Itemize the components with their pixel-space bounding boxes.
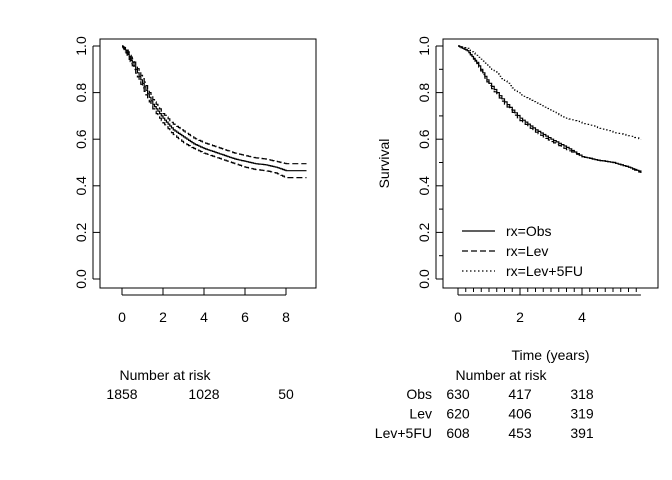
risk-table-count: 318 [570, 386, 594, 402]
risk-table-title: Number at risk [119, 367, 211, 383]
x-tick-label: 2 [516, 309, 524, 325]
y-tick-label: 0.6 [73, 129, 89, 149]
risk-table-count: 630 [446, 386, 470, 402]
risk-table-count: 1028 [188, 386, 219, 402]
survival-curve-3 [122, 45, 307, 179]
y-tick-label: 0.8 [416, 83, 432, 103]
risk-table-count: 406 [508, 406, 532, 422]
plot-frame [99, 38, 317, 289]
survival-curve-rx-obs [458, 45, 642, 172]
risk-table-count: 1858 [106, 386, 137, 402]
survival-curve-rx-lev [458, 45, 642, 173]
risk-table-count: 453 [508, 425, 532, 441]
x-axis-title: Time (years) [511, 347, 589, 363]
survival-curve-rx-lev-5fu [458, 45, 642, 140]
x-tick-label: 6 [241, 309, 249, 325]
x-tick-label: 0 [118, 309, 126, 325]
risk-table-count: 391 [570, 425, 594, 441]
y-tick-label: 1.0 [416, 36, 432, 56]
x-tick-label: 2 [159, 309, 167, 325]
plot-panel-2: 0.0 0.2 0.4 0.6 0.8 1.0 0 2 4 Survival Time (years… [375, 36, 659, 441]
risk-table-row-label: Lev [409, 406, 432, 422]
risk-table-count: 319 [570, 406, 594, 422]
risk-table-row-label: Obs [406, 386, 432, 402]
y-tick-label: 0.4 [416, 176, 432, 196]
y-tick-label: 0.6 [416, 129, 432, 149]
x-tick-label: 4 [200, 309, 208, 325]
x-tick-label: 0 [454, 309, 462, 325]
y-tick-label: 0.0 [73, 269, 89, 289]
plot-panel-1: 0.0 0.2 0.4 0.6 0.8 1.0 0 2 4 6 8 Number at risk 185… [73, 36, 317, 402]
risk-table-count: 608 [446, 425, 470, 441]
risk-table-count: 620 [446, 406, 470, 422]
y-tick-label: 0.2 [73, 222, 89, 242]
y-tick-label: 1.0 [73, 36, 89, 56]
y-tick-label: 0.0 [416, 269, 432, 289]
x-tick-label: 4 [578, 309, 586, 325]
legend-label: rx=Lev+5FU [506, 263, 583, 279]
y-tick-label: 0.4 [73, 176, 89, 196]
legend-label: rx=Lev [506, 243, 548, 259]
x-tick-label: 8 [282, 309, 290, 325]
legend-label: rx=Obs [506, 223, 552, 239]
risk-table-row-label: Lev+5FU [375, 425, 432, 441]
y-axis-title: Survival [376, 139, 392, 189]
risk-table-title: Number at risk [455, 367, 547, 383]
y-tick-label: 0.2 [416, 222, 432, 242]
risk-table-count: 50 [278, 386, 294, 402]
y-tick-label: 0.8 [73, 83, 89, 103]
survival-curve-1 [122, 45, 307, 172]
survival-curve-2 [122, 45, 307, 165]
risk-table-count: 417 [508, 386, 532, 402]
